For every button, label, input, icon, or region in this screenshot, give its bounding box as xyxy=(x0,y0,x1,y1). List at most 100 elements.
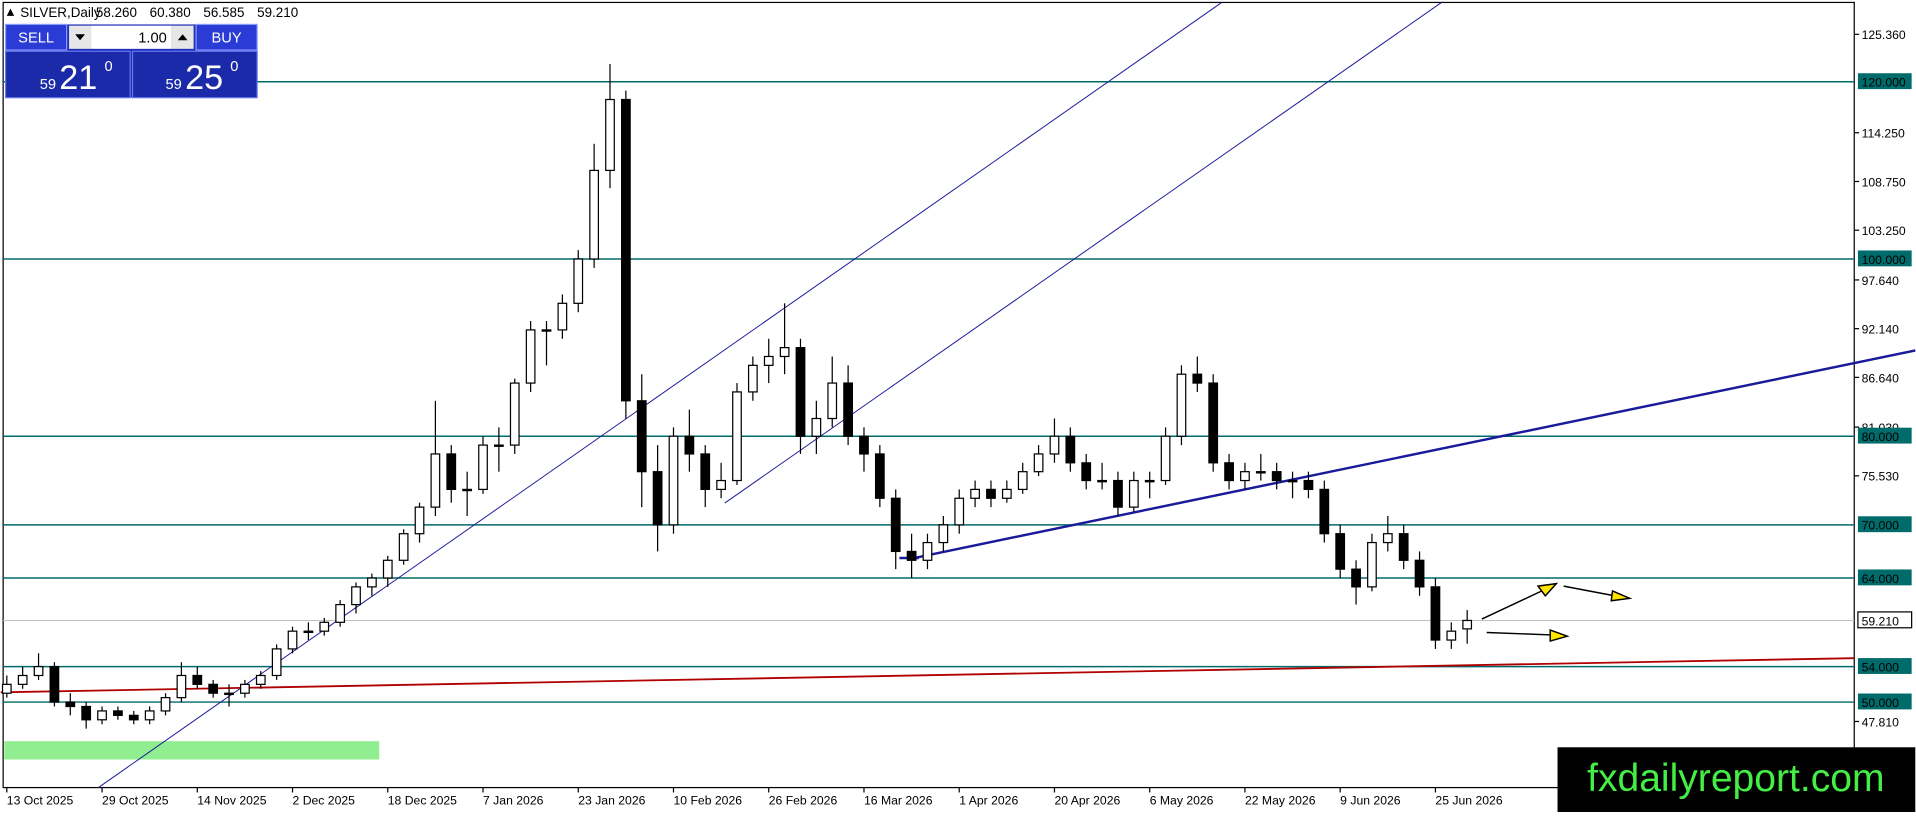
candle-body xyxy=(128,714,139,721)
candle-body xyxy=(509,382,520,446)
candle-body xyxy=(351,586,361,606)
level-label-bg xyxy=(1857,658,1912,674)
y-tick-label: 97.640 xyxy=(1862,274,1900,288)
candle-body xyxy=(398,533,409,561)
candle-body xyxy=(1065,435,1076,464)
candle-body xyxy=(1398,533,1409,561)
candle-body xyxy=(97,710,107,721)
candle-body xyxy=(208,683,219,694)
candle-body xyxy=(1208,382,1219,464)
candle-body xyxy=(605,98,615,172)
candle-body xyxy=(1382,533,1393,544)
candle-body xyxy=(684,435,695,455)
lots-input[interactable] xyxy=(91,25,172,49)
header-ohlc: 59.210 xyxy=(257,5,298,20)
sell-button[interactable] xyxy=(4,23,68,51)
level-label: 80.000 xyxy=(1862,430,1900,444)
buy-button[interactable] xyxy=(195,23,258,51)
y-tick-label: 108.750 xyxy=(1862,175,1906,189)
level-label: 64.000 xyxy=(1862,572,1900,586)
candle-body xyxy=(462,488,473,492)
candle-body xyxy=(811,417,822,437)
candle-body xyxy=(1192,373,1203,384)
arrow xyxy=(1563,585,1616,597)
candle-body xyxy=(176,674,187,699)
candle-body xyxy=(1335,533,1346,570)
trend-line xyxy=(98,2,1223,788)
candle-body xyxy=(700,453,711,491)
plot-frame xyxy=(2,1,1855,789)
candle-body xyxy=(620,98,631,402)
buy-label: BUY xyxy=(212,31,242,47)
bid-box[interactable] xyxy=(4,50,131,99)
candle-body xyxy=(1446,630,1457,641)
level-label-bg xyxy=(1857,516,1912,533)
candle-body xyxy=(17,674,28,685)
support-zone xyxy=(4,741,380,760)
candle-body xyxy=(255,674,266,685)
candle-body xyxy=(668,435,679,526)
candle-body xyxy=(874,453,885,499)
candle-body xyxy=(1303,479,1314,491)
x-tick-label: 14 Nov 2025 xyxy=(197,794,266,808)
header-icon xyxy=(6,8,15,16)
candle-body xyxy=(763,355,774,366)
x-tick-label: 18 Dec 2025 xyxy=(388,794,457,808)
candle-body xyxy=(319,621,330,632)
candle-body xyxy=(1033,453,1044,473)
arrow xyxy=(1486,631,1552,636)
candle-body xyxy=(81,705,92,721)
ask-box[interactable] xyxy=(131,50,258,99)
candle-body xyxy=(1049,435,1060,455)
candle-body xyxy=(890,497,901,553)
arrow xyxy=(1481,590,1542,620)
candle-body xyxy=(192,674,203,685)
y-tick-label: 92.140 xyxy=(1862,323,1900,337)
arrows xyxy=(1481,582,1633,643)
candle-body xyxy=(652,471,663,526)
ask-sup: 0 xyxy=(230,59,238,75)
x-tick-label: 9 Jun 2026 xyxy=(1340,794,1401,808)
candle-body xyxy=(1001,488,1012,499)
x-tick-label: 26 Feb 2026 xyxy=(769,794,838,808)
candle-body xyxy=(747,364,758,393)
level-label-bg xyxy=(1857,250,1912,267)
watermark-bg xyxy=(1557,747,1916,812)
arrow-icon xyxy=(75,34,85,41)
candle-body xyxy=(49,666,60,703)
trend-line xyxy=(0,657,1855,694)
x-tick-label: 25 Jun 2026 xyxy=(1435,794,1502,808)
level-label-bg xyxy=(1857,427,1912,444)
candle-body xyxy=(1160,435,1171,482)
candle-body xyxy=(1081,462,1092,482)
trade-panel: SELL 1.00 BUY 59 21 0 59 25 0 xyxy=(4,23,258,99)
candle-body xyxy=(303,630,314,634)
level-label-bg xyxy=(1857,73,1912,90)
candle-body xyxy=(1224,462,1234,482)
x-tick-label: 29 Oct 2025 xyxy=(102,794,169,808)
candle-body xyxy=(367,577,377,588)
y-tick-label: 86.640 xyxy=(1862,371,1900,385)
candle-body xyxy=(287,630,298,650)
candle-body xyxy=(541,329,552,332)
x-tick-label: 2 Dec 2025 xyxy=(293,794,356,808)
price-label: 59.210 xyxy=(1862,614,1900,628)
trend-line xyxy=(913,349,1916,560)
candle-body xyxy=(843,382,853,437)
candle-body xyxy=(113,710,123,716)
arrow-head xyxy=(1610,589,1633,602)
candle-body xyxy=(1128,479,1139,508)
x-tick-label: 10 Feb 2026 xyxy=(673,794,742,808)
y-tick-label: 75.530 xyxy=(1862,470,1900,484)
ask-small: 59 xyxy=(166,77,182,93)
candle-body xyxy=(525,329,536,384)
candle-body xyxy=(1462,619,1473,630)
header-ohlc: 56.585 xyxy=(203,5,244,20)
candle-body xyxy=(859,435,869,455)
x-tick-label: 22 May 2026 xyxy=(1245,794,1316,808)
lots-value: 1.00 xyxy=(138,31,167,47)
level-label-bg xyxy=(1857,569,1912,586)
header-ohlc: 60.380 xyxy=(150,5,191,20)
